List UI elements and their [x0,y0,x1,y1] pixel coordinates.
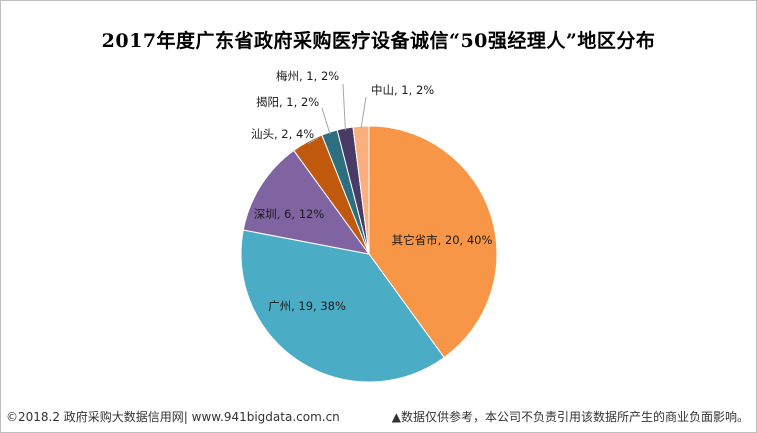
data-labels: 其它省市, 20, 40% 广州, 19, 38% 深圳, 6, 12% 汕头, 2,… [251,69,492,313]
data-label: 梅州, 1, 2% [276,69,339,83]
leader-line [308,137,319,145]
pie-slice-3 [242,149,371,255]
label-leader-lines [308,83,367,145]
chart-title: 2017年度广东省政府采购医疗设备诚信“50强经理人”地区分布 [101,30,656,52]
leader-line [321,107,331,135]
data-label: 其它省市, 20, 40% [392,233,493,247]
pie-slices [240,125,498,383]
data-label: 深圳, 6, 12% [254,207,325,221]
pie-slice-1 [368,125,498,359]
footer-disclaimer: ▲数据仅供参考，本公司不负责引用该数据所产生的商业负面影响。 [391,410,749,424]
data-label: 揭阳, 1, 2% [256,95,319,109]
data-label: 中山, 1, 2% [371,83,434,97]
data-label: 广州, 19, 38% [268,299,346,313]
leader-line [360,96,367,129]
footer-copyright: ©2018.2 政府采购大数据信用网| www.941bigdata.com.c… [6,410,340,424]
pie-slice-2 [240,229,445,383]
data-label: 汕头, 2, 4% [251,127,314,141]
leader-line [342,83,346,131]
